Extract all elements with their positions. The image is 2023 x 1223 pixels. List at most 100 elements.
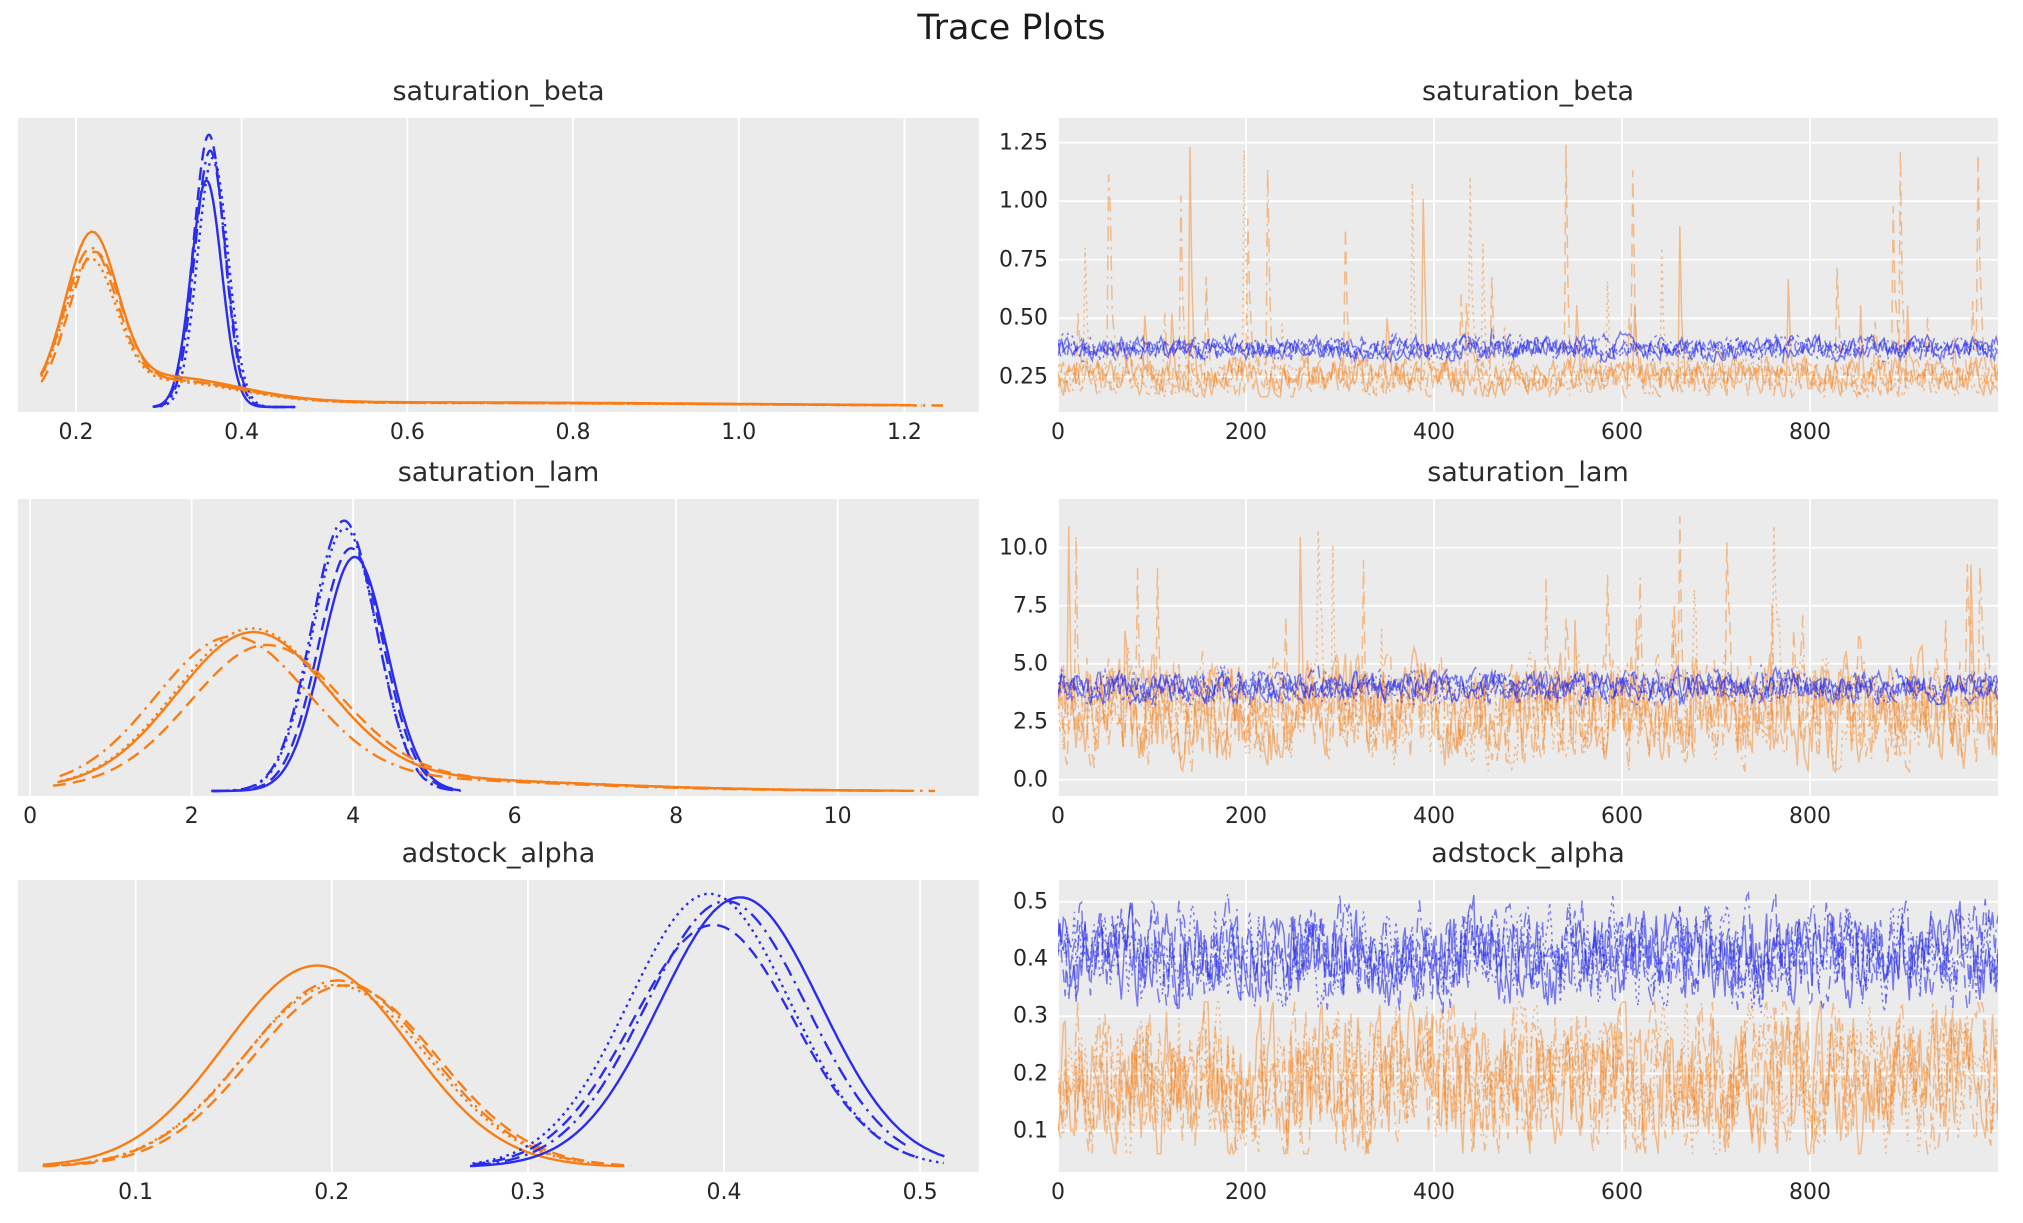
subplot-title-saturation-beta-trace: saturation_beta	[1421, 76, 1635, 107]
subplot-title-adstock-alpha-density: adstock_alpha	[401, 838, 596, 869]
y-tick-label: 0.3	[1013, 1003, 1048, 1029]
y-tick-label: 0.4	[1013, 946, 1048, 972]
saturation_lam-blue-chains-chain-1-dashed	[213, 547, 460, 793]
adstock-alpha-trace-canvas	[1058, 880, 1998, 1172]
x-tick-label: 600	[1601, 804, 1643, 829]
x-tick-label: 600	[1601, 1180, 1643, 1205]
x-tick-label: 200	[1225, 804, 1267, 829]
saturation_lam-blue-chains-chain-0-solid	[211, 555, 453, 793]
y-tick-label: 7.5	[1013, 593, 1048, 619]
saturation_lam-orange-chains-chain-3-dashdot	[59, 635, 935, 793]
subplot-title-saturation-beta-density: saturation_beta	[392, 76, 605, 107]
saturation_lam-blue-chains-chain-2-dotted	[213, 527, 446, 793]
x-tick-label: 400	[1413, 1180, 1455, 1205]
x-tick-label: 10	[823, 804, 852, 829]
saturation_beta-orange-chains-chain-0-solid	[1058, 146, 1998, 399]
plot-area-adstock-alpha-trace	[1058, 880, 1998, 1172]
adstock_alpha-blue-chains-chain-3-dashdot	[475, 899, 907, 1167]
saturation-beta-trace-canvas	[1058, 118, 1998, 412]
x-tick-label: 0	[1051, 1180, 1065, 1205]
saturation_beta-orange-chains-chain-1-dashed	[1058, 144, 1998, 400]
x-tick-label: 800	[1789, 804, 1831, 829]
saturation_beta-blue-chains-chain-1-dashed	[152, 133, 294, 409]
saturation_lam-blue-chains-chain-3-dashdot	[1058, 663, 1998, 707]
x-tick-label: 0	[1051, 804, 1065, 829]
y-tick-label: 0.25	[999, 364, 1048, 390]
saturation_lam-orange-chains-chain-0-solid	[1058, 525, 1998, 774]
saturation_lam-orange-chains-chain-0-solid	[57, 630, 904, 792]
x-tick-label: 8	[669, 804, 684, 829]
x-tick-label: 800	[1789, 420, 1831, 445]
saturation_beta-blue-chains-chain-0-solid	[154, 179, 284, 409]
x-tick-label: 0.1	[118, 1180, 154, 1205]
x-tick-label: 200	[1225, 420, 1267, 445]
subplot-title-saturation-lam-density: saturation_lam	[397, 457, 600, 488]
saturation_lam-blue-chains-chain-1-dashed	[1058, 664, 1998, 707]
saturation-lam-trace-canvas	[1058, 499, 1998, 796]
y-tick-label: 0.75	[999, 247, 1048, 273]
y-tick-label: 2.5	[1013, 709, 1048, 735]
adstock_alpha-blue-chains-chain-2-dotted	[1058, 894, 1998, 1014]
x-tick-label: 200	[1225, 1180, 1267, 1205]
y-tick-label: 1.25	[999, 130, 1048, 156]
adstock_alpha-orange-chains-chain-1-dashed	[42, 984, 632, 1168]
plot-area-saturation-beta-density	[18, 118, 979, 412]
x-tick-label: 0.8	[555, 420, 591, 445]
adstock_alpha-blue-chains-chain-1-dashed	[1058, 892, 1998, 1014]
adstock_alpha-blue-chains-chain-2-dotted	[472, 892, 944, 1165]
saturation_beta-orange-chains-chain-3-dashdot	[40, 246, 943, 407]
saturation_lam-orange-chains-chain-3-dashdot	[1058, 535, 1998, 775]
saturation_beta-orange-chains-chain-3-dashdot	[1058, 149, 1998, 399]
x-tick-label: 0	[1051, 420, 1065, 445]
x-tick-label: 800	[1789, 1180, 1831, 1205]
plot-area-saturation-lam-trace	[1058, 499, 1998, 796]
saturation_lam-blue-chains-chain-3-dashdot	[211, 519, 461, 793]
x-tick-label: 2	[184, 804, 199, 829]
x-tick-label: 0.2	[58, 420, 94, 445]
saturation_beta-blue-chains-chain-3-dashdot	[1058, 328, 1998, 365]
plot-area-saturation-beta-trace	[1058, 118, 1998, 412]
x-tick-label: 0.4	[706, 1180, 742, 1205]
saturation_beta-orange-chains-chain-2-dotted	[1058, 150, 1998, 400]
saturation_beta-blue-chains-chain-2-dotted	[1058, 331, 1998, 364]
adstock_alpha-blue-chains-chain-0-solid	[470, 896, 945, 1168]
x-tick-label: 0.3	[510, 1180, 546, 1205]
y-tick-label: 10.0	[999, 535, 1048, 561]
x-tick-label: 400	[1413, 804, 1455, 829]
x-tick-label: 400	[1413, 420, 1455, 445]
adstock_alpha-orange-chains-chain-0-solid	[1058, 1001, 1998, 1156]
adstock_alpha-orange-chains-chain-3-dashdot	[44, 979, 582, 1167]
saturation_beta-blue-chains-chain-1-dashed	[1058, 331, 1998, 364]
figure-title: Trace Plots	[917, 8, 1106, 48]
y-tick-label: 0.5	[1013, 889, 1048, 915]
y-tick-label: 0.50	[999, 305, 1048, 331]
adstock_alpha-blue-chains-chain-3-dashdot	[1058, 890, 1998, 1010]
x-tick-label: 1.2	[886, 420, 922, 445]
x-tick-label: 0.6	[389, 420, 425, 445]
x-tick-label: 0.2	[314, 1180, 350, 1205]
adstock_alpha-orange-chains-chain-3-dashdot	[1058, 1001, 1998, 1156]
x-tick-label: 1.0	[721, 420, 757, 445]
subplot-title-saturation-lam-trace: saturation_lam	[1427, 457, 1629, 488]
saturation_lam-orange-chains-chain-1-dashed	[1058, 516, 1998, 766]
plot-area-adstock-alpha-density	[18, 880, 979, 1172]
saturation_beta-blue-chains-chain-3-dashdot	[153, 149, 296, 409]
adstock_alpha-orange-chains-chain-1-dashed	[1058, 1001, 1998, 1155]
adstock_alpha-orange-chains-chain-2-dotted	[1058, 1001, 1998, 1155]
x-tick-label: 0.5	[902, 1180, 938, 1205]
saturation-beta-density-canvas	[39, 118, 943, 412]
y-tick-label: 5.0	[1013, 651, 1048, 677]
x-tick-label: 0.4	[224, 420, 260, 445]
adstock-alpha-density-canvas	[42, 880, 945, 1172]
saturation_lam-orange-chains-chain-1-dashed	[52, 643, 876, 792]
saturation-lam-density-canvas	[29, 499, 935, 796]
x-tick-label: 4	[346, 804, 361, 829]
x-tick-label: 600	[1601, 420, 1643, 445]
plot-area-saturation-lam-density	[18, 499, 979, 796]
adstock_alpha-orange-chains-chain-0-solid	[42, 964, 625, 1168]
x-tick-label: 6	[507, 804, 522, 829]
saturation_lam-orange-chains-chain-2-dotted	[59, 627, 880, 792]
y-tick-label: 1.00	[999, 188, 1048, 214]
saturation_beta-orange-chains-chain-1-dashed	[40, 250, 884, 407]
